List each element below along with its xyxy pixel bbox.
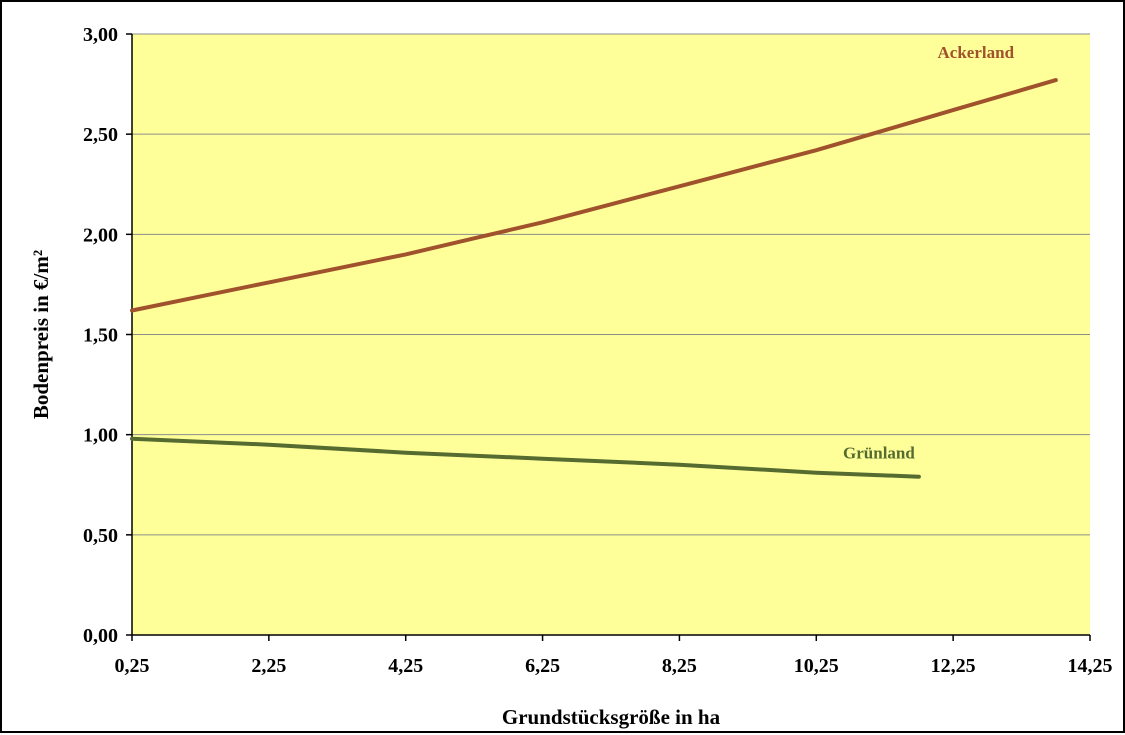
series-lines: Ackerland Grünland: [130, 43, 1058, 479]
x-tick-label: 10,25: [794, 655, 839, 677]
x-tick-label: 4,25: [388, 655, 423, 677]
x-tick-label: 6,25: [525, 655, 560, 677]
y-tick-label: 1,00: [83, 425, 118, 447]
tick-labels: 0,00 0,50 1,00 1,50 2,00 2,50 3,00 0,25 2,25 4,25…: [83, 24, 1113, 677]
x-tick-label: 2,25: [251, 655, 286, 677]
x-tick-label: 12,25: [931, 655, 976, 677]
series-line-0: [130, 78, 1058, 313]
y-axis-title: Bodenpreis in €/m²: [29, 250, 53, 419]
y-tick-label: 1,50: [83, 325, 118, 347]
series-label-0: Ackerland: [938, 43, 1015, 62]
y-tick-label: 2,50: [83, 124, 118, 146]
y-tick-label: 0,50: [83, 525, 118, 547]
x-tick-label: 0,25: [115, 655, 150, 677]
series-line-1: [130, 436, 921, 479]
x-tick-label: 14,25: [1068, 655, 1113, 677]
x-tick-label: 8,25: [662, 655, 697, 677]
series-label-1: Grünland: [843, 444, 915, 463]
y-tick-label: 0,00: [83, 625, 118, 647]
grid-lines: [132, 33, 1090, 536]
axes: [126, 33, 1091, 641]
y-tick-label: 3,00: [83, 24, 118, 46]
x-axis-title: Grundstücksgröße in ha: [502, 705, 721, 729]
y-tick-label: 2,00: [83, 224, 118, 246]
